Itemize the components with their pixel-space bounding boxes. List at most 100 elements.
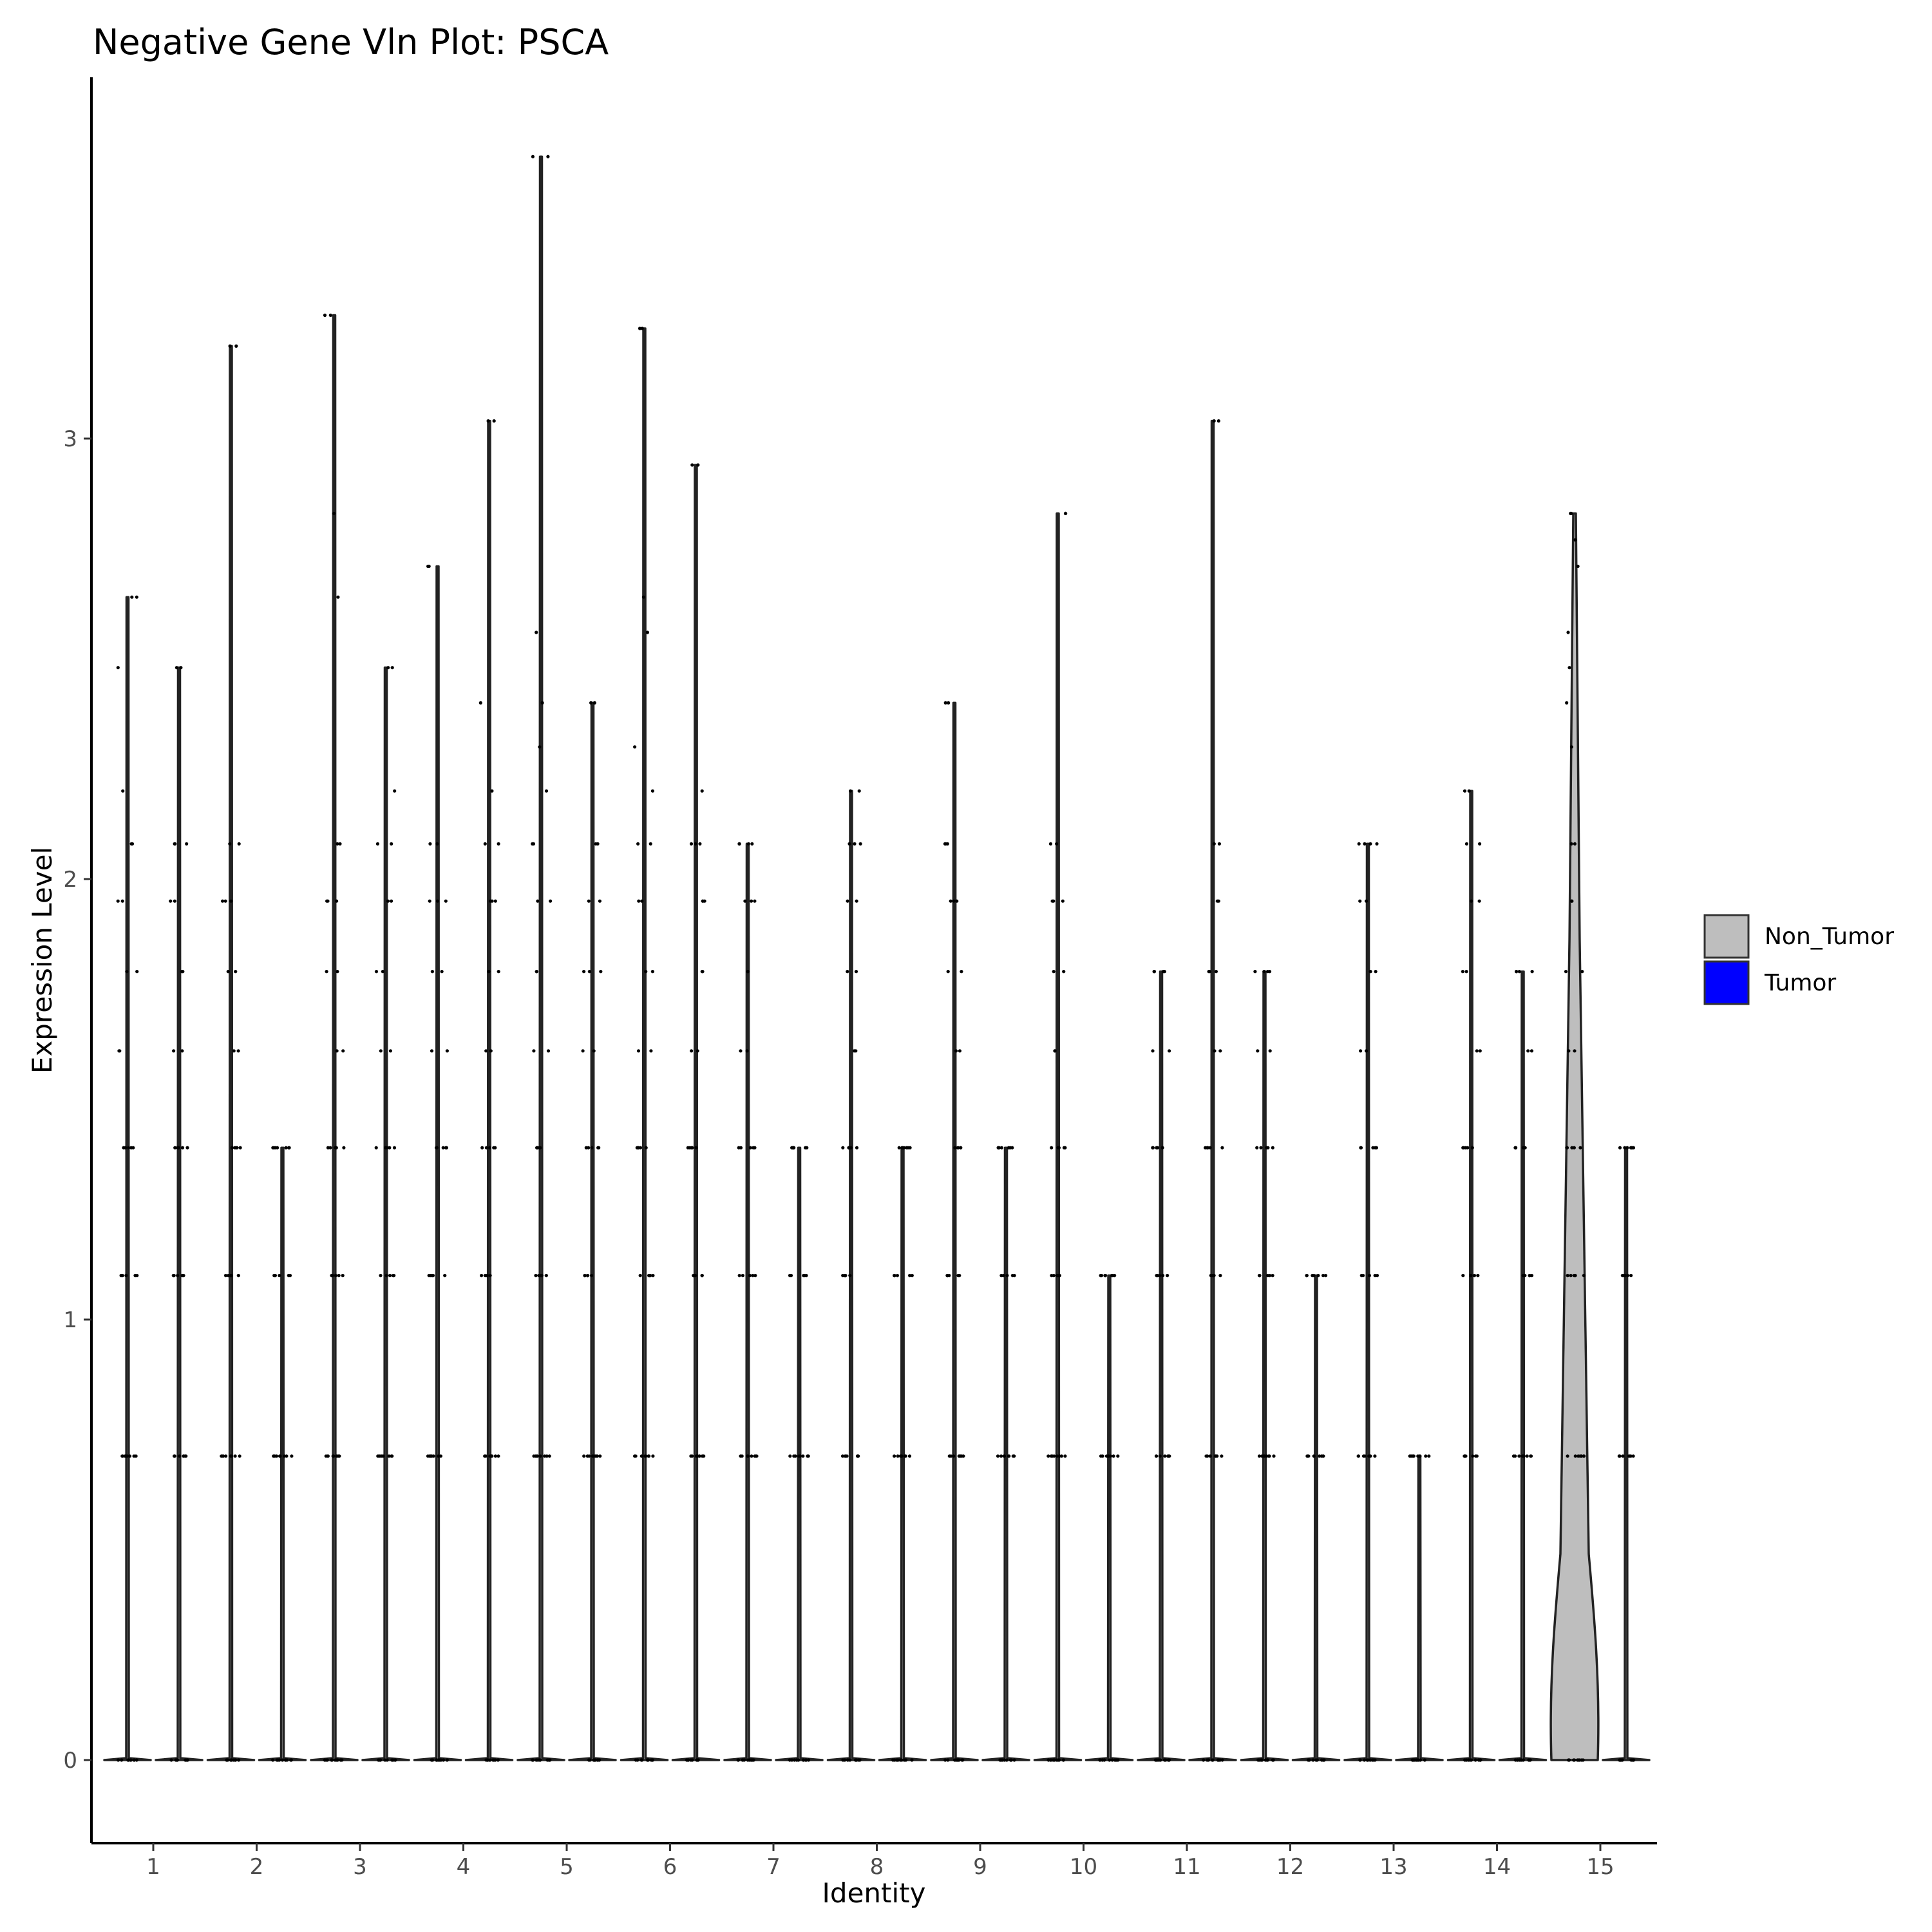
data-point <box>1565 1146 1569 1150</box>
data-point <box>702 1454 706 1458</box>
data-point <box>843 1274 847 1278</box>
data-point <box>690 1146 694 1150</box>
data-point <box>1217 842 1221 846</box>
data-point <box>905 1146 909 1150</box>
data-point <box>596 1146 600 1150</box>
data-point <box>535 630 538 634</box>
data-point <box>1158 1454 1162 1458</box>
data-point <box>1220 1454 1224 1458</box>
data-point <box>645 1758 649 1762</box>
data-point <box>582 1454 586 1458</box>
data-point <box>390 1758 394 1762</box>
data-point <box>1052 1758 1057 1762</box>
data-point <box>896 1454 900 1458</box>
data-point <box>946 1758 950 1762</box>
data-point <box>739 1146 743 1150</box>
data-point <box>649 1049 653 1053</box>
data-point <box>1471 1454 1475 1458</box>
data-point <box>120 1758 124 1762</box>
data-point <box>1218 1049 1222 1053</box>
data-point <box>290 1454 294 1458</box>
data-point <box>898 1758 902 1762</box>
x-tick-label: 2 <box>250 1854 264 1880</box>
data-point <box>1473 1758 1477 1762</box>
data-point <box>647 1274 652 1278</box>
data-point <box>480 1274 484 1278</box>
data-point <box>910 1758 914 1762</box>
data-point <box>1631 1454 1635 1458</box>
data-point <box>336 1758 339 1762</box>
data-point <box>589 1274 594 1278</box>
data-point <box>1161 970 1165 974</box>
data-point <box>1575 1758 1580 1762</box>
data-point <box>337 1454 341 1458</box>
data-point <box>902 1758 906 1762</box>
data-point <box>388 1274 392 1278</box>
data-point <box>335 899 339 903</box>
data-point <box>232 1049 236 1053</box>
data-point <box>135 970 139 974</box>
legend-label-tumor: Tumor <box>1764 970 1836 996</box>
data-point <box>497 1454 500 1458</box>
data-point <box>184 1758 187 1762</box>
data-point <box>374 970 379 974</box>
data-point <box>903 1454 907 1458</box>
data-point <box>1361 1454 1366 1458</box>
data-point <box>1461 970 1464 974</box>
data-point <box>1468 1758 1472 1762</box>
data-point <box>116 899 120 903</box>
data-point <box>650 970 655 974</box>
data-point <box>1151 1049 1155 1053</box>
data-point <box>999 1146 1003 1150</box>
data-point <box>444 899 448 903</box>
data-point <box>440 970 444 974</box>
data-point <box>998 1758 1002 1762</box>
data-point <box>430 970 435 974</box>
data-point <box>643 1454 647 1458</box>
data-point <box>1464 970 1468 974</box>
data-point <box>907 1454 912 1458</box>
data-point <box>1464 1758 1468 1762</box>
violin-group-non-tumor-9 <box>930 701 979 1762</box>
data-point <box>1271 1758 1275 1762</box>
data-point <box>1271 1146 1274 1150</box>
data-point <box>1099 1274 1103 1278</box>
data-point <box>1573 1049 1577 1053</box>
violin-group-non-tumor-6 <box>620 327 669 1762</box>
data-point <box>185 842 189 846</box>
data-point <box>790 1758 794 1762</box>
data-point <box>700 1274 704 1278</box>
data-point <box>943 1758 947 1762</box>
data-point <box>223 1274 228 1278</box>
data-point <box>840 1454 845 1458</box>
data-point <box>547 1454 551 1458</box>
data-point <box>1517 1454 1521 1458</box>
data-point <box>1527 1758 1531 1762</box>
data-point <box>893 1274 896 1278</box>
data-point <box>392 1274 396 1278</box>
data-point <box>1573 842 1577 846</box>
violin-non-tumor-2 <box>206 345 256 1761</box>
data-point <box>444 1146 449 1150</box>
data-point <box>238 1454 242 1458</box>
data-point <box>806 1758 811 1762</box>
data-point <box>637 899 641 903</box>
data-point <box>1255 1146 1259 1150</box>
data-point <box>125 970 129 974</box>
data-point <box>649 842 652 846</box>
data-point <box>854 1049 858 1053</box>
data-point <box>1525 1454 1529 1458</box>
data-point <box>958 1049 961 1053</box>
data-point <box>944 842 948 846</box>
data-point <box>908 1146 912 1150</box>
data-point <box>1103 1758 1106 1762</box>
data-point <box>685 1758 688 1762</box>
x-tick-label: 15 <box>1586 1854 1614 1880</box>
data-point <box>381 1454 385 1458</box>
data-point <box>1578 1146 1582 1150</box>
data-point <box>334 1274 337 1278</box>
data-point <box>639 1758 643 1762</box>
data-point <box>789 1274 793 1278</box>
data-point <box>1359 1146 1363 1150</box>
violin-group-non-tumor-3 <box>310 313 359 1762</box>
